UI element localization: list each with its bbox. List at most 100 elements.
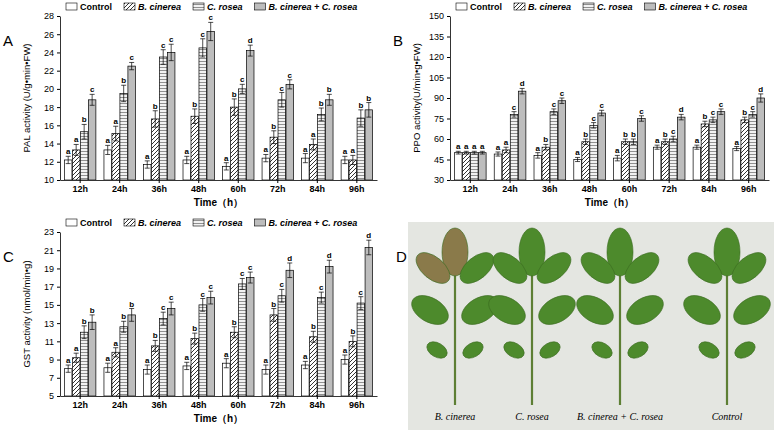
significance-letter: c	[280, 280, 285, 289]
significance-letter: a	[224, 154, 229, 163]
error-bar	[758, 94, 763, 102]
tick: 60h	[231, 180, 247, 194]
error-bar	[327, 94, 332, 105]
tick-label: 14	[44, 139, 54, 149]
legend-swatch	[583, 3, 594, 10]
tick: 96h	[349, 180, 365, 194]
error-bar	[504, 147, 509, 152]
error-bar	[105, 145, 110, 154]
tick-label: 48h	[582, 184, 598, 194]
significance-letter: a	[105, 136, 110, 145]
bar	[278, 100, 286, 180]
tick-label: 17	[44, 282, 54, 292]
tick-mark	[317, 396, 318, 399]
error-bar	[480, 151, 485, 154]
bar	[365, 110, 373, 180]
significance-letter: a	[464, 142, 469, 151]
error-bar	[319, 108, 324, 121]
bar	[630, 142, 638, 180]
bar	[80, 332, 88, 396]
legend-label: C. rosea	[597, 2, 633, 12]
significance-letter: b	[271, 122, 276, 131]
tick: 36h	[542, 180, 558, 194]
error-bar	[263, 365, 268, 374]
leaflet	[576, 247, 621, 290]
error-bar	[472, 151, 477, 154]
tick: 72h	[661, 180, 677, 194]
tick-label: 9	[49, 355, 54, 365]
significance-letter: b	[543, 135, 548, 144]
panel-label: A	[3, 32, 13, 49]
significance-letter: b	[311, 322, 316, 331]
leaflet	[727, 247, 772, 290]
significance-letter: a	[105, 354, 110, 363]
photo-label: C. rosea	[515, 411, 549, 422]
legend-label: B. cinerea + C. rosea	[659, 2, 748, 12]
tick-mark	[669, 180, 670, 183]
error-bar	[74, 144, 79, 155]
significance-letter: a	[66, 147, 71, 156]
tick-label: 24h	[502, 184, 518, 194]
bar	[72, 358, 80, 396]
y-axis: 3045607590105120135150	[429, 11, 451, 185]
bar	[120, 93, 128, 180]
bar	[349, 341, 357, 396]
bar	[717, 112, 725, 180]
tick: 96h	[349, 396, 365, 410]
significance-letter: c	[129, 53, 134, 62]
tick: 7	[49, 373, 60, 383]
tick-mark	[57, 71, 60, 72]
axis-line	[451, 180, 770, 181]
error-bar	[208, 22, 213, 40]
tick-mark	[57, 305, 60, 306]
error-bar	[366, 103, 371, 118]
error-bar	[575, 157, 580, 161]
error-bar	[192, 109, 197, 124]
legend-item: C. rosea	[193, 218, 243, 228]
significance-letter: d	[520, 79, 525, 88]
tick-label: 96h	[741, 184, 757, 194]
tick-mark	[447, 180, 450, 181]
tick-mark	[57, 144, 60, 145]
tick-label: 72h	[661, 184, 677, 194]
error-bar	[663, 139, 668, 144]
bar	[677, 117, 685, 180]
bar	[614, 158, 622, 180]
significance-letter: c	[169, 35, 174, 44]
tick: 26	[44, 30, 60, 40]
error-bar	[311, 139, 316, 150]
significance-letter: b	[153, 102, 158, 111]
bar	[558, 101, 566, 180]
tick-mark	[748, 180, 749, 183]
tick-label: 12	[44, 157, 54, 167]
bar	[365, 247, 373, 396]
bar	[167, 52, 175, 180]
bar	[598, 113, 606, 180]
bar	[239, 284, 247, 396]
tick-label: 75	[434, 114, 444, 124]
tick-label: 7	[49, 373, 54, 383]
tick-mark	[57, 378, 60, 379]
error-bar	[169, 302, 174, 315]
significance-letter: a	[224, 350, 229, 359]
legend-swatch	[514, 3, 525, 10]
photo-label: Control	[712, 411, 743, 422]
tick: 36h	[151, 180, 167, 194]
error-bar	[303, 154, 308, 163]
leaflet	[534, 290, 581, 331]
tick: 60	[434, 134, 450, 144]
legend-label: B. cinerea + C. rosea	[269, 218, 358, 228]
legend-item: B. cinerea + C. rosea	[255, 2, 358, 12]
bar	[278, 296, 286, 396]
leaflet	[460, 338, 486, 361]
bar	[479, 153, 487, 180]
tick: 12h	[72, 396, 88, 410]
tick: 19	[44, 264, 60, 274]
leaflet	[488, 247, 533, 290]
tick: 22	[44, 66, 60, 76]
leaflet	[407, 290, 454, 331]
error-bar	[169, 44, 174, 60]
tick: 23	[44, 227, 60, 237]
error-bar	[129, 62, 134, 69]
bar	[183, 366, 191, 396]
